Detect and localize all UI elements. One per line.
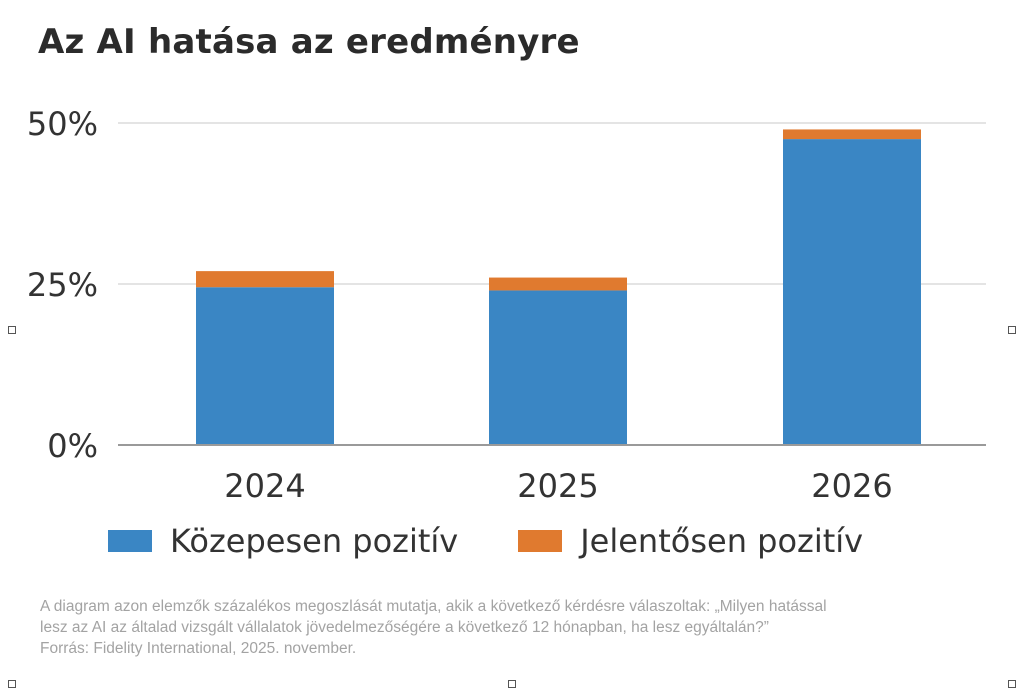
resize-handle-bottom-right[interactable]: [1008, 680, 1016, 688]
y-tick-label-0: 0%: [47, 427, 98, 465]
footnote-source: Forrás: Fidelity International, 2025. no…: [40, 640, 357, 657]
bar-2026-series-0: [783, 139, 921, 445]
resize-handle-right[interactable]: [1008, 326, 1016, 334]
footnote: A diagram azon elemzők százalékos megosz…: [40, 596, 1000, 659]
bar-2026-series-1: [783, 129, 921, 140]
legend-swatch-moderate: [108, 530, 152, 552]
legend-label-significant: Jelentősen pozitív: [580, 522, 864, 560]
bar-2024-series-0: [196, 287, 334, 445]
x-tick-label-2025: 2025: [517, 467, 598, 505]
resize-handle-bottom[interactable]: [508, 680, 516, 688]
y-tick-label-2: 50%: [27, 105, 98, 143]
legend-swatch-significant: [518, 530, 563, 552]
x-tick-label-2026: 2026: [811, 467, 892, 505]
footnote-line-1: A diagram azon elemzők százalékos megosz…: [40, 598, 827, 615]
legend-item-moderate: Közepesen pozitív: [108, 522, 458, 560]
legend: Közepesen pozitív Jelentősen pozitív: [108, 522, 923, 560]
chart-title: Az AI hatása az eredményre: [38, 22, 580, 62]
bar-2025-series-1: [489, 277, 627, 291]
bar-2025-series-0: [489, 290, 627, 445]
y-tick-label-1: 25%: [27, 266, 98, 304]
bar-2024-series-1: [196, 271, 334, 288]
resize-handle-left[interactable]: [8, 326, 16, 334]
legend-label-moderate: Közepesen pozitív: [170, 522, 459, 560]
footnote-line-2: lesz az AI az általad vizsgált vállalato…: [40, 619, 769, 636]
resize-handle-bottom-left[interactable]: [8, 680, 16, 688]
legend-item-significant: Jelentősen pozitív: [518, 522, 863, 560]
bar-chart: 0% 25% 50% 2024 2025 2026: [27, 105, 986, 505]
x-tick-label-2024: 2024: [224, 467, 305, 505]
